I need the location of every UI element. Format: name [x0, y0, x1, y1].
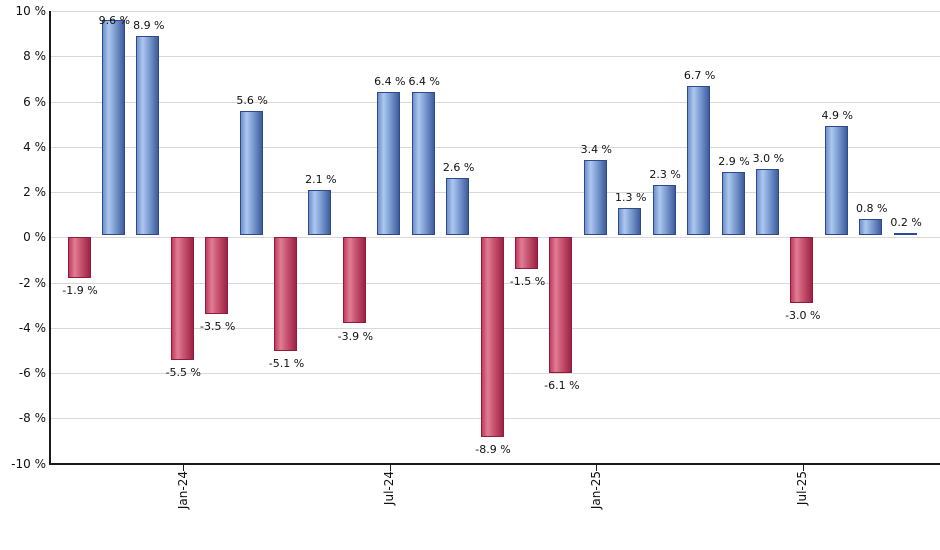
bar-value-label: 4.9 %: [821, 109, 853, 123]
bar-value-label: 2.1 %: [305, 172, 337, 186]
bar-value-label: -3.9 %: [337, 329, 374, 343]
bar-positive[interactable]: [687, 85, 711, 236]
bar-negative[interactable]: [342, 237, 366, 324]
bar-positive[interactable]: [377, 92, 401, 236]
x-tick: [802, 464, 804, 471]
bar-positive[interactable]: [583, 160, 607, 236]
bar-value-label: 2.3 %: [649, 168, 681, 182]
bar-value-label: -3.0 %: [785, 309, 821, 323]
y-tick-label: -10 %: [11, 456, 46, 471]
bar-value-label: 0.8 %: [855, 202, 888, 216]
bar-positive[interactable]: [755, 169, 779, 236]
bar-value-label: -3.5 %: [199, 320, 236, 334]
bar-positive[interactable]: [893, 232, 917, 236]
y-tick-label: -2 %: [18, 275, 46, 290]
bar-value-label: -5.1 %: [268, 356, 305, 370]
bar-negative[interactable]: [170, 237, 194, 360]
x-tick: [389, 464, 391, 471]
gridline: [50, 192, 940, 193]
y-axis-line: [49, 11, 51, 465]
bar-positive[interactable]: [308, 189, 332, 236]
bar-positive[interactable]: [824, 126, 848, 236]
bar-value-label: 1.3 %: [614, 190, 647, 204]
bar-value-label: 3.4 %: [580, 143, 613, 157]
bar-value-label: 5.6 %: [236, 93, 268, 107]
bar-value-label: 9.6 %: [98, 14, 131, 27]
bar-value-label: 2.9 %: [718, 154, 750, 168]
bar-value-label: -1.9 %: [62, 284, 98, 298]
bar-positive[interactable]: [136, 35, 160, 236]
y-tick-label: -6 %: [18, 366, 46, 380]
bar-negative[interactable]: [67, 237, 91, 279]
bar-negative[interactable]: [549, 237, 573, 374]
bar-positive[interactable]: [618, 207, 642, 236]
bar-value-label: -6.1 %: [544, 379, 580, 393]
bar-value-label: 6.4 %: [408, 75, 440, 89]
y-tick-label: 8 %: [23, 49, 46, 64]
gridline: [50, 146, 940, 148]
y-tick-label: 4 %: [23, 139, 46, 154]
bar-negative[interactable]: [515, 237, 538, 270]
bar-negative[interactable]: [205, 237, 229, 315]
y-tick-label: 6 %: [23, 94, 46, 109]
bar-value-label: 2.6 %: [442, 161, 475, 175]
y-tick-label: 10 %: [15, 4, 47, 18]
bar-value-label: 6.7 %: [683, 68, 716, 82]
bar-positive[interactable]: [652, 185, 676, 236]
x-tick: [183, 464, 185, 471]
bar-positive[interactable]: [859, 219, 883, 236]
bar-value-label: 6.4 %: [374, 75, 406, 89]
bar-value-label: -5.5 %: [165, 365, 202, 379]
bar-value-label: 0.2 %: [890, 215, 922, 229]
y-tick-label: 0 %: [23, 230, 46, 245]
bar-positive[interactable]: [411, 92, 435, 236]
bar-positive[interactable]: [101, 20, 125, 236]
bar-value-label: -8.9 %: [475, 442, 511, 456]
bar-positive[interactable]: [446, 178, 470, 236]
x-tick-label: Jul-25: [795, 470, 810, 505]
gridline: [50, 11, 940, 12]
bar-negative[interactable]: [790, 237, 814, 304]
bar-negative[interactable]: [480, 237, 504, 437]
x-tick: [596, 464, 598, 471]
bar-positive[interactable]: [721, 171, 745, 236]
x-tick-label: Jan-25: [588, 470, 603, 509]
x-tick-label: Jan-24: [175, 470, 190, 509]
y-tick-label: -4 %: [18, 320, 46, 335]
gridline: [50, 56, 940, 58]
y-tick-label: -8 %: [18, 411, 46, 426]
x-tick-label: Jul-24: [382, 470, 397, 505]
x-axis-line: [49, 463, 940, 465]
bar-value-label: 8.9 %: [133, 18, 165, 32]
bar-negative[interactable]: [274, 237, 297, 351]
bar-value-label: -1.5 %: [509, 275, 546, 289]
bar-value-label: 3.0 %: [752, 152, 785, 166]
y-tick-label: 2 %: [23, 185, 46, 199]
bar-positive[interactable]: [239, 110, 263, 236]
gridline: [50, 101, 940, 103]
